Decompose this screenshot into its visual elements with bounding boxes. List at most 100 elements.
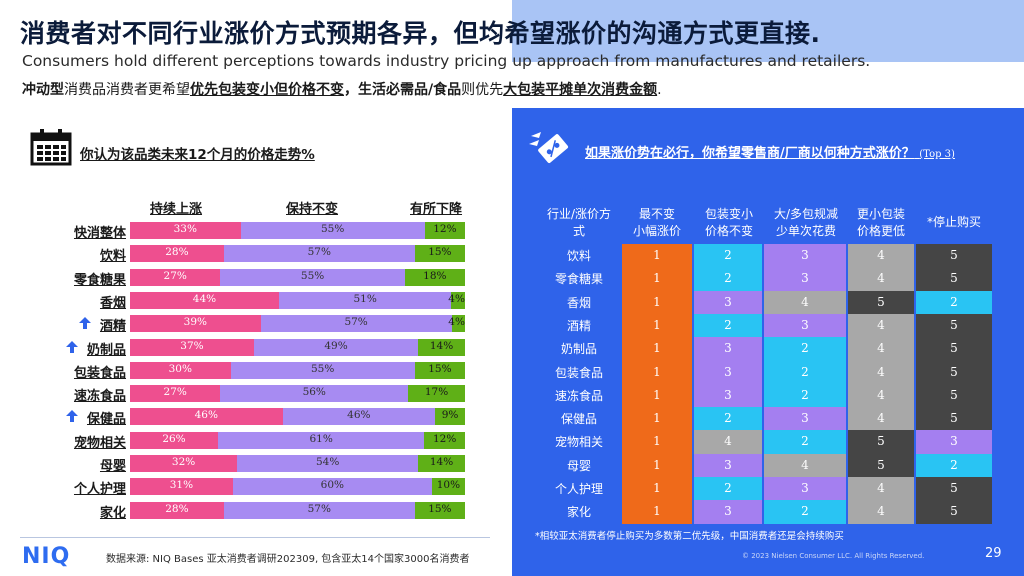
bar-value-label: 10%	[436, 479, 461, 491]
rank-cell: 2	[694, 267, 762, 291]
bar-segment-down: 18%	[404, 269, 465, 286]
bar-segment-down: 15%	[414, 245, 465, 262]
bar-segment-same: 60%	[232, 478, 432, 495]
bar-value-label: 15%	[428, 246, 452, 258]
rank-cell: 4	[764, 291, 846, 314]
bar-value-label: 57%	[307, 246, 331, 258]
right-question: 如果涨价势在必行，你希望零售商/厂商以何种方式涨价？ (Top 3)	[585, 142, 955, 161]
bar-value-label: 28%	[165, 246, 189, 258]
bar-segment-same: 61%	[217, 432, 425, 449]
row-label: 母婴	[99, 459, 126, 474]
table-header-0: 行业/涨价方式	[538, 206, 620, 244]
table-header-line: 小幅涨价	[632, 224, 681, 238]
rank-cell: 5	[916, 244, 992, 267]
table-header-2: 包装变小 价格不变	[694, 206, 764, 244]
bar-segment-down: 4%	[448, 315, 465, 332]
rank-cell: 1	[622, 337, 692, 361]
summary-part-7: .	[657, 82, 662, 98]
bar-value-label: 15%	[428, 503, 452, 515]
rank-cell: 3	[694, 454, 762, 477]
bar-value-label: 15%	[428, 363, 452, 375]
bar-segment-up: 46%	[130, 408, 283, 425]
niq-logo: NIQ	[22, 544, 71, 569]
table-row-label: 包装食品	[554, 366, 603, 380]
rank-cell: 1	[622, 267, 692, 291]
bar-segment-same: 56%	[220, 385, 409, 402]
row-label: 家化	[99, 506, 126, 521]
table-row-label: 零食糖果	[554, 272, 603, 286]
rank-cell: 5	[916, 337, 992, 361]
bar-segment-up: 37%	[130, 339, 254, 356]
table-header-line: 最不变	[638, 207, 675, 221]
calendar-icon	[30, 129, 72, 166]
row-label: 个人护理	[73, 482, 126, 497]
table-header-line: 价格更低	[856, 224, 905, 238]
header-accent-strip	[512, 0, 1024, 62]
bar-row: 28% 57% 15%	[130, 245, 465, 262]
rank-cell: 2	[916, 454, 992, 477]
rank-cell: 2	[764, 430, 846, 454]
bar-segment-up: 32%	[130, 455, 238, 472]
bar-segment-same: 55%	[220, 269, 405, 286]
bar-row: 33% 55% 12%	[130, 222, 465, 239]
rank-cell: 2	[764, 361, 846, 384]
rank-cell: 3	[916, 430, 992, 454]
bar-segment-down: 4%	[448, 292, 465, 309]
table-header-line: *停止购买	[926, 215, 981, 229]
bar-value-label: 4%	[448, 316, 465, 328]
rank-cell: 2	[694, 244, 762, 267]
bar-segment-same: 57%	[223, 245, 415, 262]
rank-cell: 4	[694, 430, 762, 454]
bar-value-label: 31%	[169, 479, 194, 491]
summary-part-1: 冲动型	[22, 82, 64, 98]
rank-cell: 4	[848, 244, 914, 267]
bar-row: 27% 56% 17%	[130, 385, 465, 402]
bar-value-label: 46%	[194, 409, 218, 421]
rank-cell: 3	[694, 291, 762, 314]
bar-value-label: 12%	[433, 223, 457, 235]
bar-segment-down: 14%	[418, 339, 465, 356]
rank-cell: 5	[916, 384, 992, 407]
bar-segment-same: 57%	[223, 502, 415, 519]
rank-cell: 2	[694, 314, 762, 337]
row-label: 酒精	[99, 319, 126, 334]
bar-value-label: 14%	[429, 340, 454, 352]
table-row-label: 奶制品	[560, 342, 597, 356]
rank-cell: 3	[694, 500, 762, 524]
up-arrow-icon	[79, 317, 91, 329]
bar-segment-down: 14%	[418, 455, 465, 472]
bar-value-label: 56%	[302, 386, 326, 398]
bar-segment-up: 27%	[130, 269, 221, 286]
rank-cell: 4	[848, 361, 914, 384]
rank-cell: 1	[622, 384, 692, 407]
bar-value-label: 27%	[163, 386, 187, 398]
bar-segment-same: 46%	[282, 408, 436, 425]
flying-ticket-icon	[529, 132, 569, 164]
rank-cell: 3	[764, 314, 846, 337]
table-header-line: 行业/涨价方	[546, 207, 612, 221]
table-row-label: 香烟	[566, 296, 591, 310]
bar-segment-up: 30%	[130, 362, 231, 379]
row-label: 零食糖果	[73, 273, 126, 288]
bar-value-label: 54%	[315, 456, 340, 468]
rank-cell: 4	[764, 454, 846, 477]
rank-cell: 4	[848, 500, 914, 524]
bar-value-label: 55%	[310, 363, 335, 375]
col-head-down: 有所下降	[410, 202, 463, 217]
bar-row: 39% 57% 4%	[130, 315, 465, 332]
bar-row: 30% 55% 15%	[130, 362, 465, 379]
bar-value-label: 60%	[320, 479, 344, 491]
right-question-text: 如果涨价势在必行，你希望零售商/厂商以何种方式涨价？	[585, 146, 915, 161]
rank-cell: 1	[622, 244, 692, 267]
footnote: *相较亚太消费者停止购买为多数第二优先级，中国消费者还是会持续购买	[535, 531, 844, 542]
bar-value-label: 26%	[162, 433, 186, 445]
rank-cell: 3	[764, 477, 846, 500]
table-header-line: 价格不变	[704, 224, 753, 238]
bar-value-label: 33%	[173, 223, 197, 235]
table-row-label: 母婴	[566, 459, 591, 473]
page-number: 29	[985, 546, 1002, 561]
row-label: 奶制品	[86, 343, 126, 358]
rank-cell: 2	[764, 384, 846, 407]
rank-cell: 5	[916, 500, 992, 524]
rank-cell: 1	[622, 477, 692, 500]
